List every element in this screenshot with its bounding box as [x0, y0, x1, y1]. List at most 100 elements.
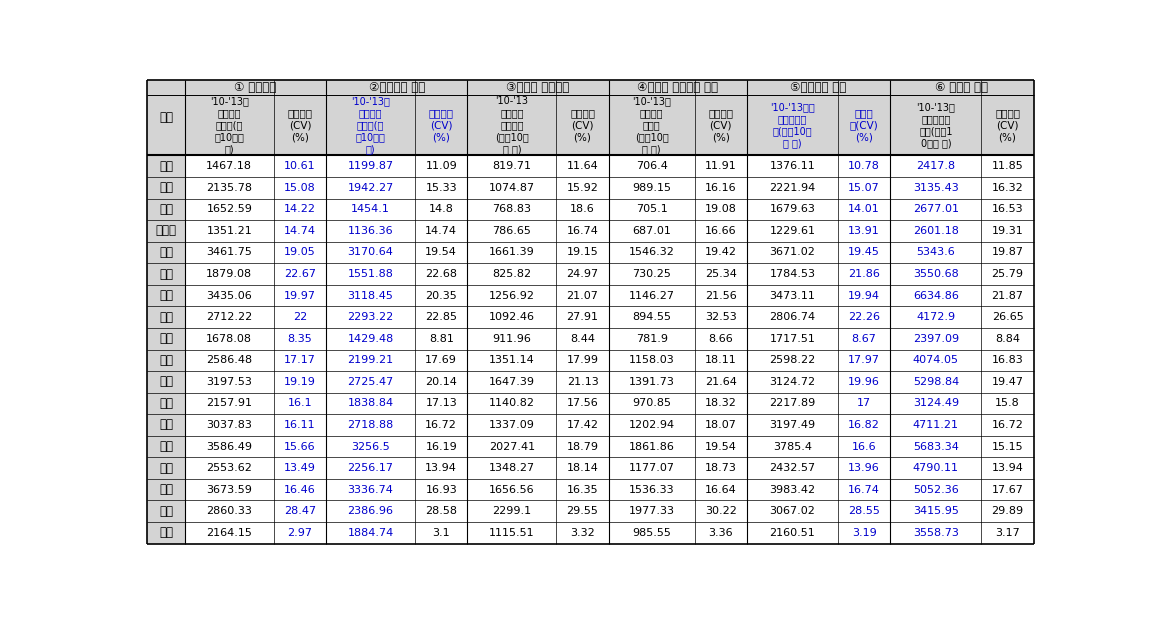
Text: 변동계수
(CV)
(%): 변동계수 (CV) (%)	[995, 108, 1020, 142]
Text: 2135.78: 2135.78	[206, 183, 252, 193]
Bar	[184, 371, 274, 393]
Bar	[274, 220, 326, 242]
Bar	[838, 393, 890, 414]
Text: 2160.51: 2160.51	[770, 528, 816, 538]
Bar	[274, 156, 326, 177]
Text: 19.54: 19.54	[425, 247, 457, 258]
Text: 1884.74: 1884.74	[348, 528, 394, 538]
Text: 대전: 대전	[159, 267, 173, 281]
Bar	[415, 242, 468, 263]
Bar	[746, 349, 838, 371]
Text: 3197.49: 3197.49	[770, 420, 816, 430]
Text: 20.14: 20.14	[425, 377, 457, 387]
Text: 3197.53: 3197.53	[206, 377, 252, 387]
Text: 16.53: 16.53	[992, 204, 1023, 214]
Bar	[184, 328, 274, 349]
Text: 1661.39: 1661.39	[488, 247, 535, 258]
Bar	[326, 263, 415, 285]
Text: 1942.27: 1942.27	[348, 183, 394, 193]
Text: 1391.73: 1391.73	[629, 377, 675, 387]
Bar	[746, 177, 838, 199]
Text: 14.74: 14.74	[425, 226, 457, 236]
Text: 부산: 부산	[159, 181, 173, 194]
Text: 819.71: 819.71	[492, 162, 531, 171]
Bar	[556, 349, 608, 371]
Bar	[147, 393, 184, 414]
Text: 825.82: 825.82	[492, 269, 531, 279]
Text: 32.53: 32.53	[705, 312, 736, 322]
Bar	[415, 349, 468, 371]
Text: 16.93: 16.93	[425, 485, 457, 495]
Text: 13.96: 13.96	[848, 463, 880, 473]
Bar	[695, 457, 746, 479]
Bar	[147, 199, 184, 220]
Bar	[695, 177, 746, 199]
Bar	[556, 177, 608, 199]
Text: 985.55: 985.55	[632, 528, 672, 538]
Bar	[746, 414, 838, 436]
Bar	[890, 501, 982, 522]
Text: 1647.39: 1647.39	[488, 377, 535, 387]
Bar	[890, 156, 982, 177]
Text: 2157.91: 2157.91	[206, 399, 252, 408]
Bar	[608, 285, 695, 306]
Bar	[274, 328, 326, 349]
Bar	[890, 328, 982, 349]
Bar	[274, 414, 326, 436]
Bar	[608, 371, 695, 393]
Text: 19.54: 19.54	[705, 442, 736, 451]
Bar	[608, 263, 695, 285]
Text: 19.97: 19.97	[283, 290, 316, 301]
Bar	[838, 306, 890, 328]
Text: 17.13: 17.13	[425, 399, 457, 408]
Bar	[326, 306, 415, 328]
Text: 1838.84: 1838.84	[348, 399, 394, 408]
Bar	[326, 80, 468, 96]
Bar	[982, 263, 1033, 285]
Text: 2256.17: 2256.17	[348, 463, 394, 473]
Bar	[608, 328, 695, 349]
Bar	[838, 328, 890, 349]
Bar	[415, 393, 468, 414]
Text: 29.55: 29.55	[567, 506, 599, 516]
Text: 3170.64: 3170.64	[348, 247, 394, 258]
Bar	[695, 501, 746, 522]
Text: 8.81: 8.81	[429, 334, 454, 344]
Text: ②비의도적 손상: ②비의도적 손상	[369, 81, 425, 94]
Bar	[608, 479, 695, 501]
Text: 광주: 광주	[159, 246, 173, 259]
Bar	[982, 371, 1033, 393]
Text: 15.66: 15.66	[285, 442, 316, 451]
Bar	[890, 80, 1033, 96]
Text: 3.19: 3.19	[851, 528, 877, 538]
Text: 3473.11: 3473.11	[770, 290, 816, 301]
Bar	[838, 177, 890, 199]
Bar	[746, 199, 838, 220]
Text: 19.19: 19.19	[285, 377, 316, 387]
Bar	[326, 177, 415, 199]
Bar	[890, 436, 982, 457]
Bar	[184, 220, 274, 242]
Bar	[838, 436, 890, 457]
Bar	[326, 349, 415, 371]
Bar	[184, 457, 274, 479]
Bar	[415, 306, 468, 328]
Bar	[274, 263, 326, 285]
Text: 16.74: 16.74	[848, 485, 880, 495]
Text: 27.91: 27.91	[567, 312, 599, 322]
Text: 3135.43: 3135.43	[912, 183, 958, 193]
Text: 2164.15: 2164.15	[206, 528, 252, 538]
Text: 894.55: 894.55	[632, 312, 672, 322]
Text: 8.66: 8.66	[708, 334, 733, 344]
Bar	[890, 371, 982, 393]
Text: 21.13: 21.13	[567, 377, 598, 387]
Text: 1546.32: 1546.32	[629, 247, 675, 258]
Bar	[608, 220, 695, 242]
Bar	[608, 501, 695, 522]
Text: 15.92: 15.92	[567, 183, 599, 193]
Bar	[274, 371, 326, 393]
Text: 강원: 강원	[159, 354, 173, 367]
Text: 17.42: 17.42	[567, 420, 599, 430]
Text: 18.73: 18.73	[705, 463, 736, 473]
Bar	[695, 414, 746, 436]
